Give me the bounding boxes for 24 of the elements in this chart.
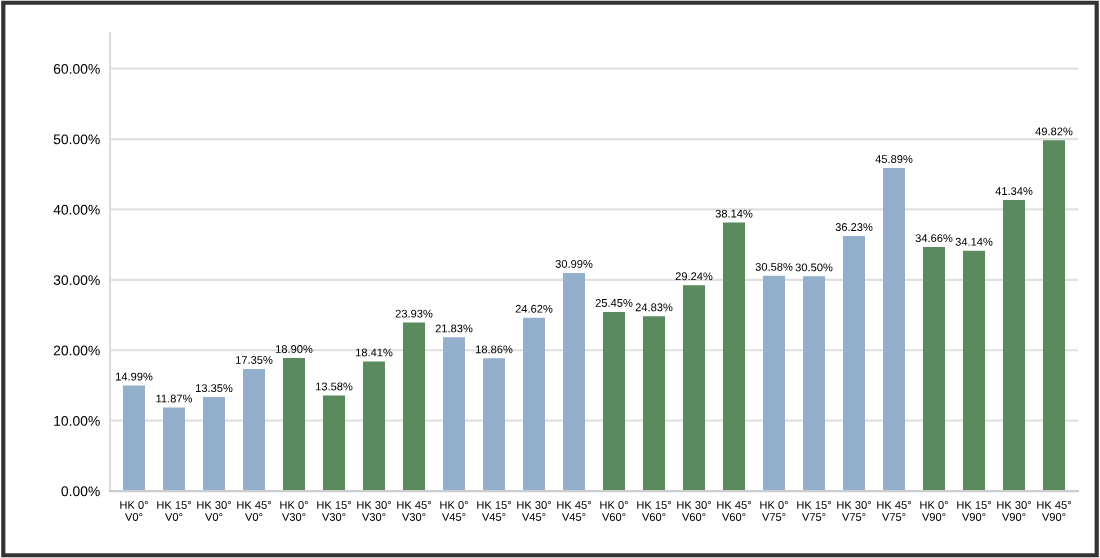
bar <box>443 337 465 492</box>
bar <box>523 317 545 492</box>
bar <box>843 236 865 492</box>
bar <box>123 385 145 492</box>
bar <box>1003 200 1025 492</box>
bar <box>363 361 385 492</box>
bar <box>403 322 425 492</box>
bar <box>483 358 505 492</box>
bar <box>803 276 825 492</box>
bar <box>963 250 985 492</box>
bar <box>683 285 705 492</box>
bar <box>283 358 305 492</box>
bar <box>563 272 585 492</box>
bar <box>323 395 345 492</box>
bar <box>723 222 745 492</box>
bar <box>643 316 665 492</box>
bar <box>883 168 905 492</box>
bar <box>203 397 225 492</box>
bar <box>243 368 265 492</box>
bar <box>603 311 625 492</box>
bar <box>1043 140 1065 492</box>
bar <box>923 247 945 492</box>
bar <box>163 407 185 492</box>
bar <box>763 275 785 492</box>
